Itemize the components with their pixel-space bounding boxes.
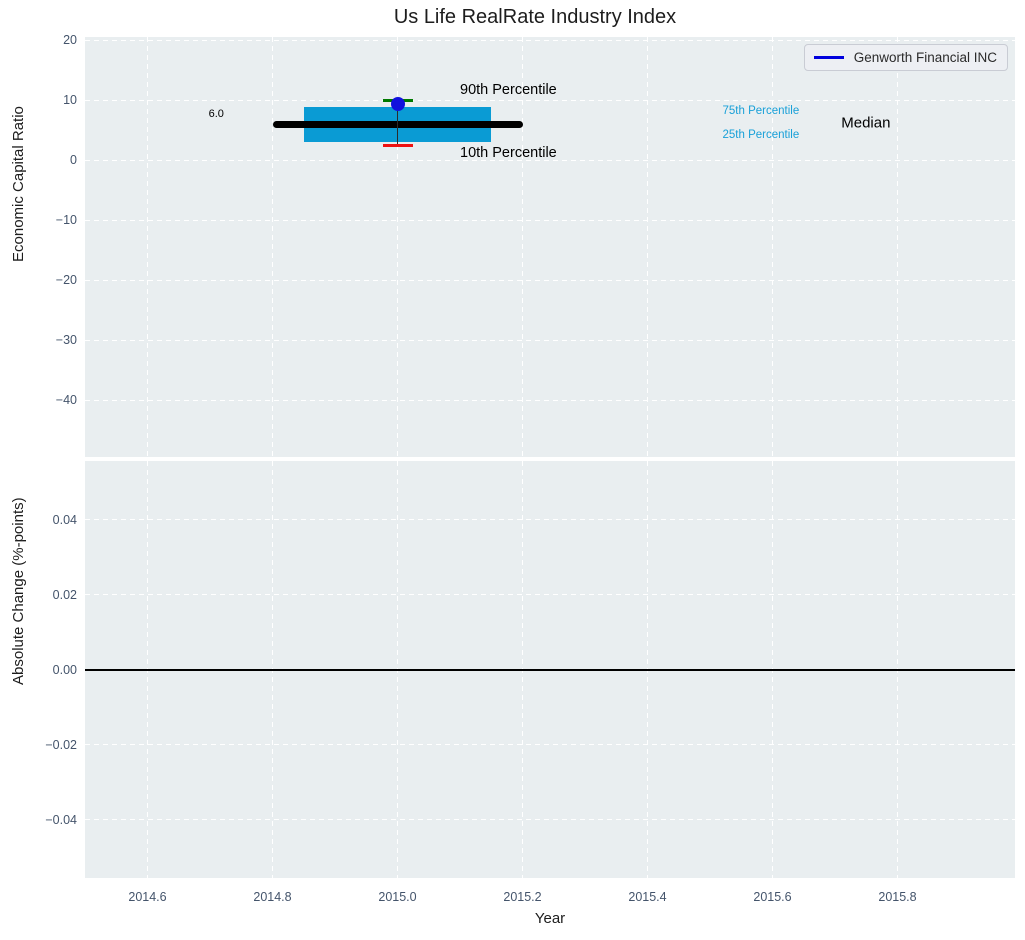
annotation-90th-percentile: 90th Percentile: [460, 82, 557, 99]
legend-label: Genworth Financial INC: [853, 50, 997, 65]
annotation-10th-percentile: 10th Percentile: [460, 144, 557, 161]
xtick-label: 2014.6: [128, 890, 167, 904]
xtick-label: 2015.0: [378, 890, 417, 904]
gridline-y: [85, 339, 1015, 341]
axes-economic-capital-ratio: Genworth Financial INC: [85, 37, 1015, 457]
ylabel-absolute-change: Absolute Change (%-points): [10, 496, 27, 685]
median-value-label: 6.0: [208, 108, 224, 121]
xtick-label: 2014.8: [253, 890, 292, 904]
annotation-median: Median: [841, 114, 891, 132]
chart-title: Us Life RealRate Industry Index: [393, 6, 677, 28]
axes-absolute-change: [85, 461, 1015, 878]
legend: Genworth Financial INC: [803, 44, 1008, 71]
gridline-y: [85, 399, 1015, 401]
xlabel-year: Year: [534, 910, 566, 927]
gridline-x: [397, 37, 398, 457]
gridline-x: [897, 37, 898, 457]
xtick-label: 2015.2: [503, 890, 542, 904]
ytick-label: −30: [55, 333, 77, 347]
ytick-label: 20: [63, 33, 77, 47]
company-point: [390, 96, 405, 111]
annotation-75th-percentile: 75th Percentile: [722, 105, 800, 118]
ytick-label: −0.02: [45, 737, 77, 752]
gridline-y: [85, 744, 1015, 746]
gridline-y: [85, 594, 1015, 596]
ytick-label: 0.00: [52, 662, 77, 677]
gridline-y: [85, 519, 1015, 521]
percentile-10-cap: [382, 143, 413, 147]
gridline-y: [85, 39, 1015, 41]
whisker-line: [396, 100, 399, 145]
ytick-label: −20: [55, 273, 77, 287]
legend-line-swatch: [813, 56, 844, 59]
gridline-x: [647, 37, 648, 457]
gridline-y: [85, 99, 1015, 101]
xtick-label: 2015.6: [753, 890, 792, 904]
gridline-x: [147, 37, 148, 457]
ytick-label: −0.04: [45, 812, 77, 827]
gridline-y: [85, 819, 1015, 821]
gridline-y: [85, 219, 1015, 221]
ytick-label: 0.04: [52, 512, 77, 527]
ytick-label: 10: [63, 93, 77, 107]
xtick-label: 2015.8: [878, 890, 917, 904]
annotation-25th-percentile: 25th Percentile: [722, 128, 800, 141]
ylabel-economic-capital-ratio: Economic Capital Ratio: [10, 106, 27, 262]
gridline-y: [85, 279, 1015, 281]
xtick-label: 2015.4: [628, 890, 667, 904]
ytick-label: −40: [55, 393, 77, 407]
zero-line: [85, 668, 1015, 671]
gridline-x: [772, 37, 773, 457]
ytick-label: 0: [70, 153, 77, 167]
gridline-x: [522, 37, 523, 457]
ytick-label: 0.02: [52, 587, 77, 602]
ytick-label: −10: [55, 213, 77, 227]
gridline-x: [272, 37, 273, 457]
gridline-y: [85, 159, 1015, 161]
